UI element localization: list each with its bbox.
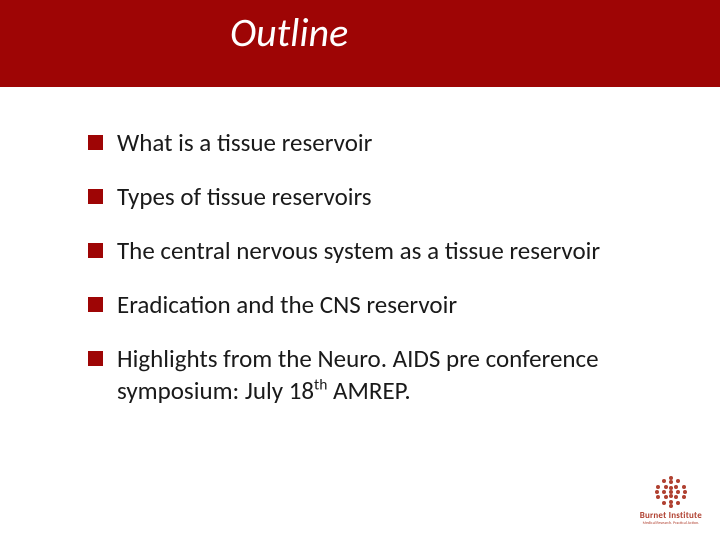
- bullet-icon: [88, 243, 103, 258]
- bullet-icon: [88, 351, 103, 366]
- title-bar: Outline: [0, 0, 720, 87]
- bullet-list: What is a tissue reservoir Types of tiss…: [0, 87, 720, 407]
- bullet-text: Eradication and the CNS reservoir: [117, 289, 457, 321]
- list-item: Types of tissue reservoirs: [88, 181, 660, 213]
- logo-sublabel: Medical Research. Practical Action.: [643, 521, 700, 526]
- list-item: Highlights from the Neuro. AIDS pre conf…: [88, 343, 660, 407]
- list-item: What is a tissue reservoir: [88, 127, 660, 159]
- bullet-text: What is a tissue reservoir: [117, 127, 372, 159]
- bullet-text: The central nervous system as a tissue r…: [117, 235, 600, 267]
- bullet-icon: [88, 135, 103, 150]
- list-item: Eradication and the CNS reservoir: [88, 289, 660, 321]
- footer-logo: Burnet Institute Medical Research. Pract…: [640, 475, 702, 526]
- bullet-text: Types of tissue reservoirs: [117, 181, 372, 213]
- logo-label: Burnet Institute: [640, 510, 702, 521]
- bullet-icon: [88, 189, 103, 204]
- logo-icon: [654, 475, 688, 509]
- list-item: The central nervous system as a tissue r…: [88, 235, 660, 267]
- bullet-icon: [88, 297, 103, 312]
- slide-title: Outline: [0, 8, 720, 57]
- bullet-text: Highlights from the Neuro. AIDS pre conf…: [117, 343, 660, 407]
